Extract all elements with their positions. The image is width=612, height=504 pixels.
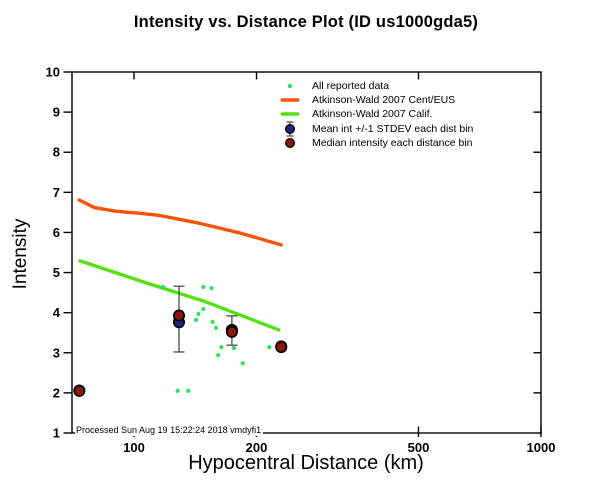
svg-text:4: 4 [53, 305, 61, 320]
tick-labels: 1 2 3 4 5 6 7 8 9 10 100 200 500 1000 [46, 65, 556, 456]
legend-item: Atkinson-Wald 2007 Calif. [278, 107, 473, 121]
svg-text:3: 3 [53, 345, 60, 360]
legend-item-label: Atkinson-Wald 2007 Cent/EUS [312, 94, 456, 107]
y-axis-label: Intensity [10, 218, 31, 290]
plot-title: Intensity vs. Distance Plot (ID us1000gd… [133, 13, 479, 31]
svg-text:100: 100 [123, 440, 145, 455]
median-circle-icon [278, 135, 302, 151]
legend-item-label: Mean int +/-1 STDEV each dist bin [312, 122, 474, 135]
legend-item: Mean int +/-1 STDEV each dist bin [278, 121, 474, 137]
series-all-reported [161, 284, 272, 393]
legend-item-label: Atkinson-Wald 2007 Calif. [312, 108, 433, 121]
legend-item-label: All reported data [312, 80, 390, 93]
all-reported-dot-icon [278, 78, 302, 94]
series-aw2007-calif [78, 259, 281, 332]
series-median-bins [73, 309, 288, 397]
svg-text:6: 6 [53, 225, 60, 240]
series-mean-bins [73, 285, 288, 397]
svg-text:10: 10 [46, 65, 60, 80]
processed-timestamp: Processed Sun Aug 19 15:22:24 2018 vmdyf… [75, 425, 264, 436]
calif-line-icon [278, 106, 302, 122]
svg-text:500: 500 [408, 440, 430, 455]
svg-text:7: 7 [53, 185, 60, 200]
svg-text:200: 200 [246, 440, 268, 455]
ceus-line-icon [278, 92, 302, 108]
mean-errorbar-icon [278, 121, 302, 137]
svg-text:9: 9 [53, 105, 60, 120]
legend-item: All reported data [278, 79, 473, 93]
svg-text:1: 1 [53, 426, 60, 441]
svg-text:5: 5 [53, 265, 60, 280]
legend-item-label: Median intensity each distance bin [312, 136, 473, 149]
legend-item: Atkinson-Wald 2007 Cent/EUS [278, 93, 473, 107]
series-aw2007-ceus [77, 198, 283, 247]
plot-frame [71, 71, 542, 434]
legend: All reported data Atkinson-Wald 2007 Cent… [278, 79, 473, 150]
svg-text:2: 2 [53, 385, 60, 400]
x-axis-label: Hypocentral Distance (km) [188, 452, 424, 474]
svg-text:1000: 1000 [527, 440, 556, 455]
svg-text:8: 8 [53, 145, 60, 160]
legend-item: Median intensity each distance bin [278, 136, 473, 150]
